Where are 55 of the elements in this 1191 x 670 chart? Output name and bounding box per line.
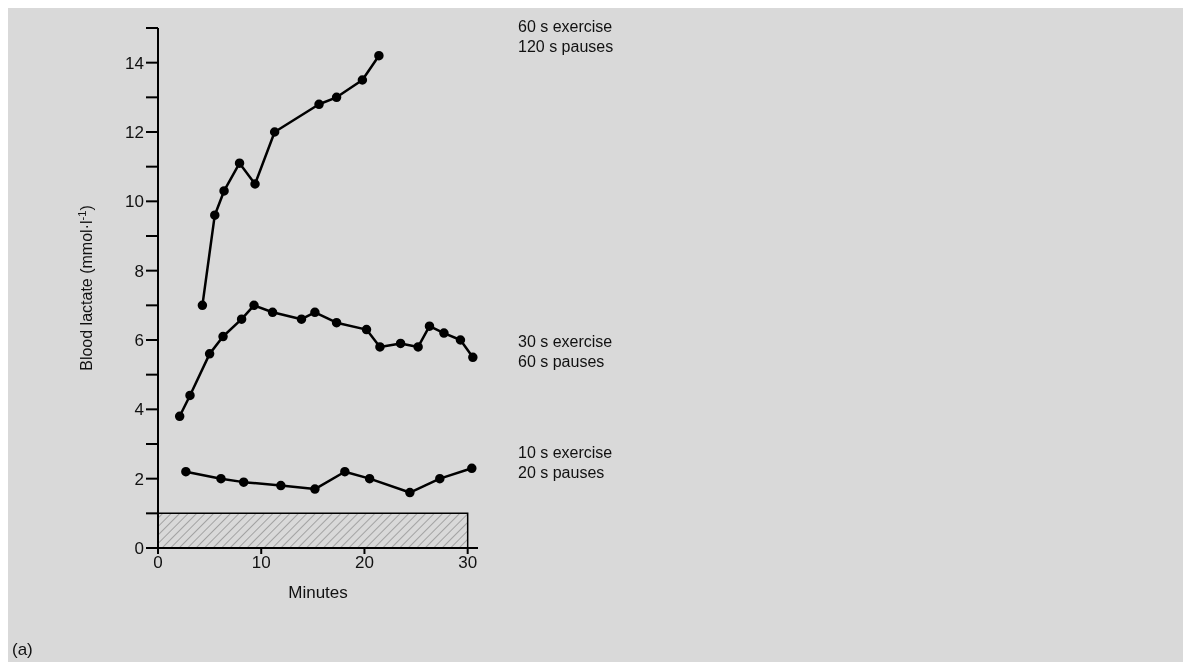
point: [467, 463, 477, 474]
text: 60 s exercise 120 s pauses: [518, 18, 614, 55]
point: [181, 466, 191, 477]
point: [439, 328, 449, 338]
point: [234, 158, 245, 168]
x-tick-label: 10: [251, 553, 271, 573]
point: [174, 411, 185, 422]
text: (a): [12, 640, 33, 660]
point: [331, 92, 342, 103]
point: [296, 314, 307, 324]
point: [197, 300, 208, 311]
text: 10 s exercise 20 s pauses: [518, 444, 613, 482]
y-tick-label: 10: [125, 192, 144, 212]
point: [269, 127, 280, 137]
point: [249, 300, 259, 311]
point: [210, 210, 220, 220]
x-tick-label: 30: [458, 553, 478, 573]
point: [375, 342, 385, 352]
point: [267, 307, 278, 318]
y-tick-label: 14: [125, 53, 144, 73]
point: [276, 480, 286, 491]
point: [218, 331, 228, 342]
point: [216, 473, 226, 484]
y-tick-label: 0: [134, 539, 144, 559]
point: [314, 99, 324, 110]
y-tick-label: 6: [134, 331, 144, 351]
point: [331, 317, 342, 328]
point: [468, 352, 478, 363]
point: [310, 484, 320, 494]
y-tick-label: 4: [134, 400, 144, 420]
point: [250, 179, 260, 189]
point: [238, 477, 249, 487]
y-tick-label: 2: [134, 469, 144, 489]
y-tick-label: 8: [134, 261, 144, 281]
point: [185, 390, 195, 401]
point: [405, 487, 415, 498]
point: [310, 307, 320, 318]
point: [455, 335, 466, 345]
text: 30 s exercise 60 s pauses: [518, 333, 613, 371]
point: [357, 75, 368, 85]
point: [364, 473, 375, 484]
point: [374, 50, 384, 61]
point: [395, 338, 406, 349]
x-tick-label: 0: [153, 553, 163, 573]
point: [413, 342, 423, 352]
point: [340, 466, 350, 477]
point: [219, 186, 229, 196]
point: [204, 349, 215, 359]
x-axis-title: Minutes: [288, 583, 348, 602]
point: [435, 473, 445, 484]
point: [424, 321, 435, 331]
x-tick-label: 20: [354, 553, 374, 573]
y-tick-label: 12: [125, 123, 144, 143]
point: [236, 314, 247, 324]
point: [361, 324, 372, 335]
